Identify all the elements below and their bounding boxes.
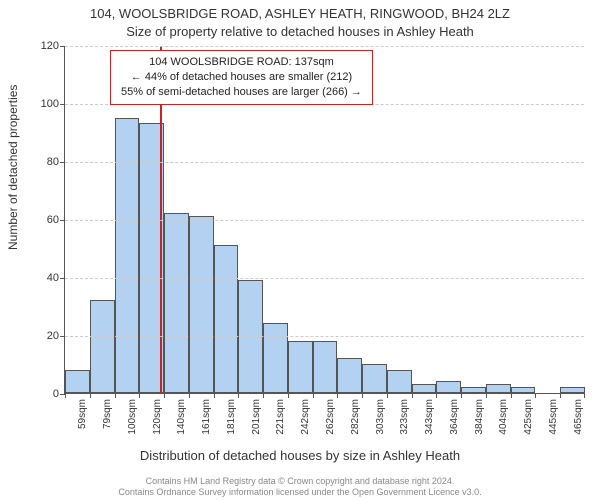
xtick-mark bbox=[461, 393, 462, 398]
xtick-label: 343sqm bbox=[424, 399, 435, 449]
histogram-bar bbox=[90, 300, 115, 393]
histogram-bar bbox=[189, 216, 214, 393]
xtick-mark bbox=[535, 393, 536, 398]
xtick-label: 364sqm bbox=[449, 399, 460, 449]
xtick-mark bbox=[139, 393, 140, 398]
histogram-chart: 104, WOOLSBRIDGE ROAD, ASHLEY HEATH, RIN… bbox=[0, 0, 600, 500]
histogram-bar bbox=[560, 387, 585, 393]
xtick-mark bbox=[90, 393, 91, 398]
xtick-mark bbox=[65, 393, 66, 398]
ytick-mark bbox=[60, 104, 65, 105]
xtick-label: 465sqm bbox=[573, 399, 584, 449]
ytick-label: 20 bbox=[47, 330, 59, 342]
histogram-bar bbox=[263, 323, 288, 393]
xtick-mark bbox=[214, 393, 215, 398]
histogram-bar bbox=[65, 370, 90, 393]
y-axis-label: Number of detached properties bbox=[6, 85, 20, 250]
xtick-mark bbox=[362, 393, 363, 398]
xtick-label: 404sqm bbox=[498, 399, 509, 449]
xtick-mark bbox=[263, 393, 264, 398]
histogram-bar bbox=[362, 364, 387, 393]
xtick-label: 100sqm bbox=[127, 399, 138, 449]
histogram-bar bbox=[436, 381, 461, 393]
xtick-label: 120sqm bbox=[152, 399, 163, 449]
ytick-label: 0 bbox=[53, 388, 59, 400]
xtick-mark bbox=[560, 393, 561, 398]
xtick-label: 282sqm bbox=[350, 399, 361, 449]
chart-title-sub: Size of property relative to detached ho… bbox=[0, 24, 600, 39]
ytick-label: 60 bbox=[47, 214, 59, 226]
xtick-label: 221sqm bbox=[275, 399, 286, 449]
xtick-label: 201sqm bbox=[251, 399, 262, 449]
x-axis-label: Distribution of detached houses by size … bbox=[0, 448, 600, 463]
histogram-bar bbox=[313, 341, 338, 393]
xtick-mark bbox=[164, 393, 165, 398]
histogram-bar bbox=[288, 341, 313, 393]
histogram-bar bbox=[461, 387, 486, 393]
xtick-label: 262sqm bbox=[325, 399, 336, 449]
gridline bbox=[65, 46, 584, 47]
annotation-line1: 104 WOOLSBRIDGE ROAD: 137sqm bbox=[121, 55, 362, 70]
ytick-label: 100 bbox=[41, 98, 59, 110]
xtick-label: 303sqm bbox=[375, 399, 386, 449]
annotation-line3: 55% of semi-detached houses are larger (… bbox=[121, 85, 362, 100]
xtick-label: 425sqm bbox=[523, 399, 534, 449]
xtick-label: 140sqm bbox=[176, 399, 187, 449]
xtick-label: 59sqm bbox=[77, 399, 88, 449]
xtick-mark bbox=[387, 393, 388, 398]
xtick-mark bbox=[288, 393, 289, 398]
xtick-label: 79sqm bbox=[102, 399, 113, 449]
ytick-mark bbox=[60, 220, 65, 221]
xtick-mark bbox=[189, 393, 190, 398]
ytick-label: 120 bbox=[41, 40, 59, 52]
xtick-mark bbox=[584, 393, 585, 398]
ytick-mark bbox=[60, 162, 65, 163]
footer-line1: Contains HM Land Registry data © Crown c… bbox=[0, 476, 600, 487]
xtick-label: 161sqm bbox=[201, 399, 212, 449]
xtick-mark bbox=[238, 393, 239, 398]
ytick-mark bbox=[60, 336, 65, 337]
histogram-bar bbox=[214, 245, 239, 393]
histogram-bar bbox=[511, 387, 536, 393]
gridline bbox=[65, 162, 584, 163]
histogram-bar bbox=[115, 118, 140, 394]
xtick-label: 384sqm bbox=[474, 399, 485, 449]
xtick-label: 242sqm bbox=[300, 399, 311, 449]
gridline bbox=[65, 278, 584, 279]
gridline bbox=[65, 336, 584, 337]
xtick-mark bbox=[511, 393, 512, 398]
xtick-mark bbox=[313, 393, 314, 398]
xtick-label: 181sqm bbox=[226, 399, 237, 449]
annotation-callout: 104 WOOLSBRIDGE ROAD: 137sqm ← 44% of de… bbox=[110, 50, 373, 105]
annotation-line2: ← 44% of detached houses are smaller (21… bbox=[121, 70, 362, 85]
chart-title-main: 104, WOOLSBRIDGE ROAD, ASHLEY HEATH, RIN… bbox=[0, 6, 600, 21]
xtick-mark bbox=[486, 393, 487, 398]
ytick-label: 80 bbox=[47, 156, 59, 168]
ytick-mark bbox=[60, 46, 65, 47]
xtick-mark bbox=[115, 393, 116, 398]
histogram-bar bbox=[412, 384, 437, 393]
xtick-mark bbox=[436, 393, 437, 398]
histogram-bar bbox=[387, 370, 412, 393]
gridline bbox=[65, 220, 584, 221]
histogram-bar bbox=[164, 213, 189, 393]
xtick-mark bbox=[337, 393, 338, 398]
xtick-label: 445sqm bbox=[548, 399, 559, 449]
xtick-mark bbox=[412, 393, 413, 398]
histogram-bar bbox=[337, 358, 362, 393]
ytick-label: 40 bbox=[47, 272, 59, 284]
ytick-mark bbox=[60, 278, 65, 279]
histogram-bar bbox=[486, 384, 511, 393]
footer-line2: Contains Ordnance Survey information lic… bbox=[0, 487, 600, 498]
xtick-label: 323sqm bbox=[399, 399, 410, 449]
footer-attribution: Contains HM Land Registry data © Crown c… bbox=[0, 476, 600, 499]
